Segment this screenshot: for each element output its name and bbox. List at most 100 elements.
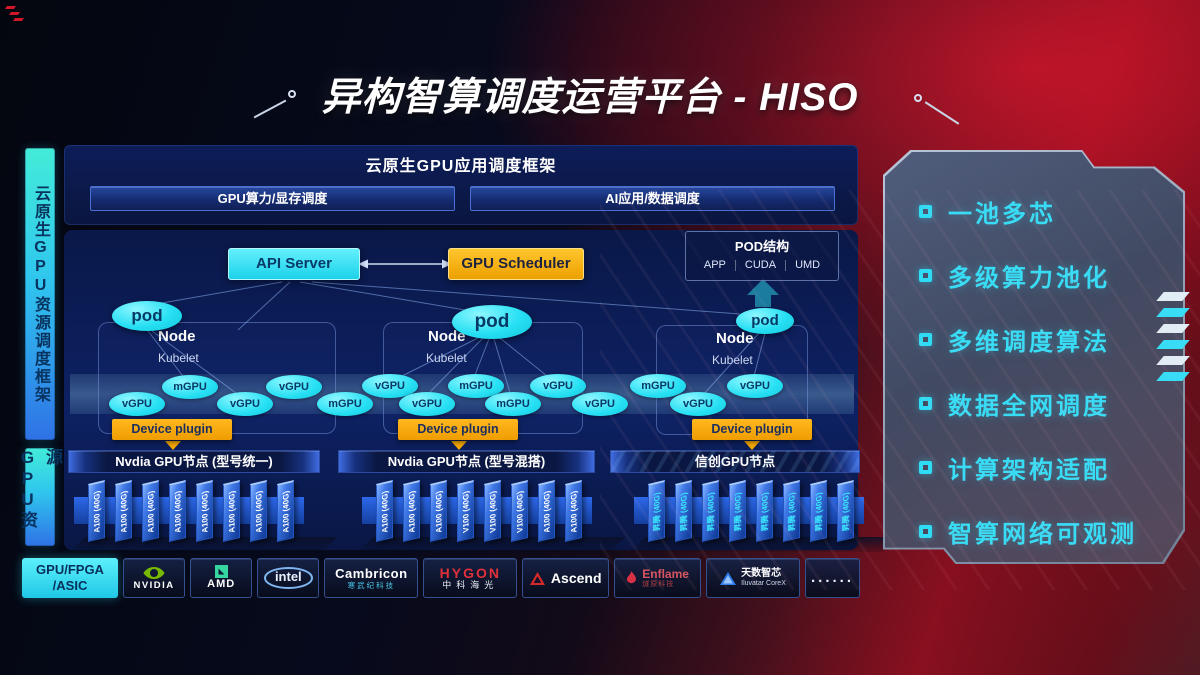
device-plugin-1: Device plugin	[112, 419, 232, 440]
gpu-card-group-2: A100 (40G) A100 (40G) A100 (40G) V100 (40G)…	[362, 476, 592, 542]
gpu-unit-vgpu: vGPU	[727, 374, 783, 398]
vendor-name: Ascend	[550, 569, 602, 586]
pod-ellipse-2: pod	[452, 305, 532, 339]
gpu-fpga-asic-box: GPU/FPGA /ASIC	[22, 558, 118, 598]
iluvatar-logo-icon	[720, 571, 737, 585]
framework-bar-ai-data: AI应用/数据调度	[470, 186, 835, 211]
feature-text: 多维调度算法	[948, 328, 1110, 356]
sidebar-label-framework-text: 云原生GPU资源调度框架	[32, 184, 49, 404]
vendor-intel: intel	[257, 558, 320, 598]
gpu-card: A100 (40G)	[565, 480, 582, 542]
gpu-card: 昇腾 (40G)	[702, 480, 719, 542]
feature-text: 智算网络可观测	[948, 520, 1137, 548]
gpu-scheduler-box: GPU Scheduler	[448, 248, 584, 280]
node-group-header-2: Nvdia GPU节点 (型号混搭)	[338, 450, 595, 473]
sidebar-label-gpu-resource: GPU资源	[18, 448, 62, 546]
feature-item: 智算网络可观测	[919, 512, 1165, 550]
vendor-name: Enflame	[642, 566, 689, 581]
feature-list: 一池多芯多级算力池化 多维调度算法 数据全网调度 计算架构适配 智算网络可观测	[919, 192, 1165, 562]
vendor-name: HYGON	[439, 564, 501, 581]
vendor-name: ......	[811, 569, 855, 587]
feature-item: 多维调度算法	[919, 320, 1165, 358]
gpu-card: A100 (40G)	[430, 480, 447, 542]
pod-struct-item: UMD	[795, 259, 821, 271]
gpu-unit-vgpu: vGPU	[399, 392, 455, 416]
node-group-header-1: Nvdia GPU节点 (型号统一)	[68, 450, 320, 473]
gpu-card: A100 (40G)	[538, 480, 555, 542]
pod-structure-title: POD结构	[734, 239, 790, 254]
features-panel: 一池多芯多级算力池化 多维调度算法 数据全网调度 计算架构适配 智算网络可观测	[883, 150, 1185, 564]
pod-structure-box: POD结构 APP CUDA UMD	[685, 231, 839, 281]
gpu-card: V100 (40G)	[511, 480, 528, 542]
api-server-box: API Server	[228, 248, 360, 280]
amd-logo-icon	[214, 565, 228, 579]
feature-text: 多级算力池化	[948, 264, 1110, 292]
feature-item: 计算架构适配	[919, 448, 1165, 486]
hazard-stripes-icon	[1156, 292, 1190, 388]
square-bullet-icon	[919, 204, 932, 218]
vendor-name: NVIDIA	[133, 579, 175, 591]
node-3-kubelet: Kubelet	[712, 353, 753, 367]
gpu-card-group-3: 昇腾 (40G) 昇腾 (40G) 昇腾 (40G) 昇腾 (40G) 昇腾 (40G)…	[634, 476, 864, 542]
separator	[734, 259, 736, 271]
gpu-card: A100 (40G)	[250, 480, 267, 542]
separator	[785, 259, 787, 271]
gpu-unit-vgpu: vGPU	[572, 392, 628, 416]
gpu-card: 昇腾 (40G)	[729, 480, 746, 542]
feature-text: 数据全网调度	[948, 392, 1110, 420]
node-1-label: Node	[158, 328, 196, 345]
gpu-unit-mgpu: mGPU	[317, 392, 373, 416]
square-bullet-icon	[919, 396, 932, 410]
gpu-card: A100 (40G)	[403, 480, 420, 542]
vendor-name: Cambricon	[335, 565, 408, 581]
feature-item: 数据全网调度	[919, 384, 1165, 422]
vendor-row: NVIDIA AMD intel Cambricon 寒武纪科技 HYGON 中科海光 Asc…	[123, 558, 861, 598]
gpu-card-group-1: A100 (40G) A100 (40G) A100 (40G) A100 (40G)…	[74, 476, 304, 542]
features-panel-inner: 一池多芯多级算力池化 多维调度算法 数据全网调度 计算架构适配 智算网络可观测	[885, 152, 1183, 562]
page-title: 异构智算调度运营平台 - HISO	[321, 76, 859, 119]
gpu-card: A100 (40G)	[142, 480, 159, 542]
corner-accent-icon	[4, 6, 25, 22]
feature-text: 一池多芯	[948, 200, 1056, 228]
pod-ellipse-3: pod	[736, 308, 794, 334]
vendor-iluvatar: 天数智芯 Iluvatar CoreX	[706, 558, 800, 598]
gpu-card: 昇腾 (40G)	[675, 480, 692, 542]
sidebar-label-gpu-resource-text: GPU资源	[18, 448, 62, 530]
gpu-card: 昇腾 (40G)	[837, 480, 854, 542]
gpu-card: 昇腾 (40G)	[810, 480, 827, 542]
vendor-enflame: Enflame 燧原科技	[614, 558, 702, 598]
gpu-card: A100 (40G)	[196, 480, 213, 542]
feature-item: 一池多芯	[919, 192, 1165, 230]
gpu-card: A100 (40G)	[223, 480, 240, 542]
device-plugin-3: Device plugin	[692, 419, 812, 440]
lead-line-1: GPU/FPGA	[36, 561, 104, 577]
gpu-card: 昇腾 (40G)	[756, 480, 773, 542]
gpu-card: A100 (40G)	[376, 480, 393, 542]
sidebar-label-framework: 云原生GPU资源调度框架	[25, 148, 55, 440]
gpu-unit-vgpu: vGPU	[109, 392, 165, 416]
vendor-dots: ......	[804, 558, 861, 598]
gpu-card: V100 (40G)	[484, 480, 501, 542]
vendor-nvidia: NVIDIA	[123, 558, 186, 598]
feature-text: 计算架构适配	[948, 456, 1110, 484]
vendor-name: intel	[263, 567, 313, 589]
square-bullet-icon	[919, 332, 932, 346]
vendor-name: AMD	[207, 578, 236, 591]
gpu-card: V100 (40G)	[457, 480, 474, 542]
gpu-unit-vgpu: vGPU	[530, 374, 586, 398]
square-bullet-icon	[919, 460, 932, 474]
square-bullet-icon	[919, 524, 932, 538]
enflame-logo-icon	[626, 571, 637, 585]
gpu-unit-mgpu: mGPU	[630, 374, 686, 398]
gpu-card: A100 (40G)	[88, 480, 105, 542]
framework-bar-gpu-compute: GPU算力/显存调度	[90, 186, 455, 211]
pod-struct-item: CUDA	[744, 259, 777, 271]
pod-struct-item: APP	[703, 259, 726, 271]
vendor-name: 天数智芯	[741, 567, 782, 579]
nvidia-logo-icon	[143, 566, 165, 580]
gpu-unit-vgpu: vGPU	[670, 392, 726, 416]
framework-panel	[64, 145, 858, 225]
vendor-subtitle: 中科海光	[442, 580, 499, 591]
vendor-subtitle: 寒武纪科技	[347, 580, 396, 590]
